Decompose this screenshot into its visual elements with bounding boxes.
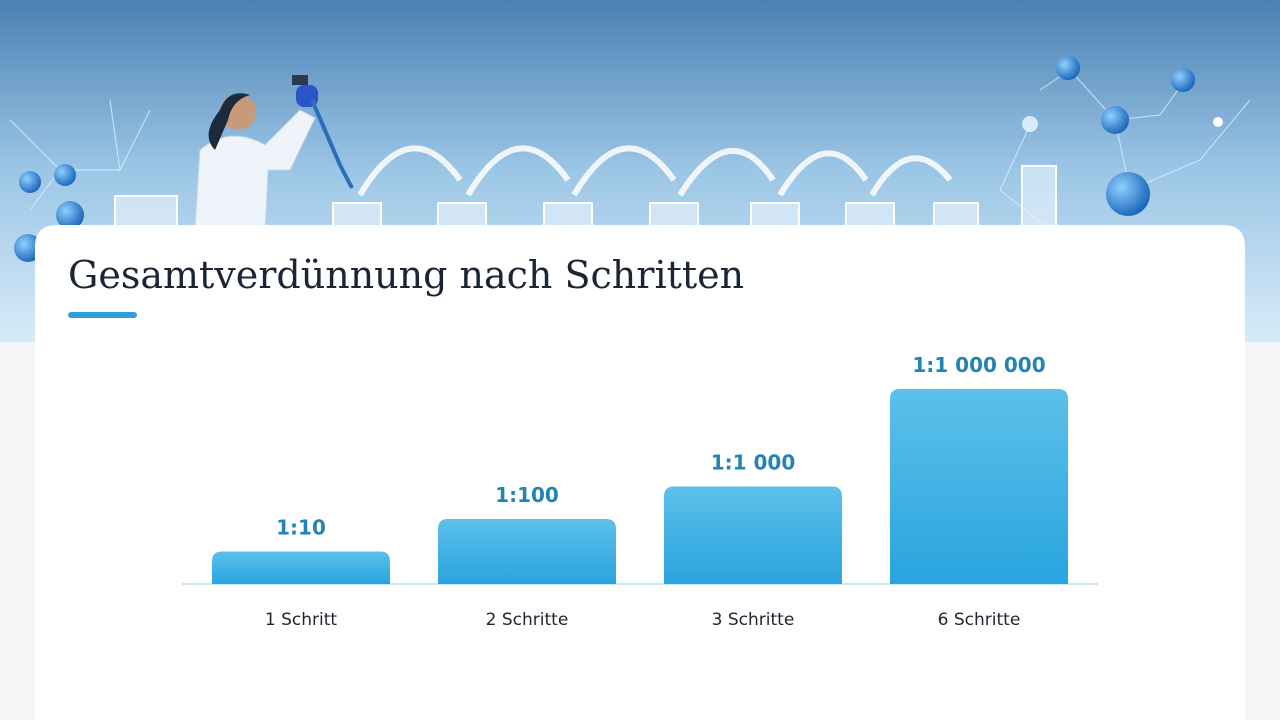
category-label: 3 Schritte — [712, 610, 795, 630]
content-card — [35, 225, 1245, 720]
transfer-arrows — [357, 145, 953, 197]
chart-title: Gesamtverdünnung nach Schritten — [68, 253, 744, 297]
category-label: 1 Schritt — [265, 610, 338, 630]
value-label: 1:1 000 000 — [912, 353, 1045, 377]
bar — [212, 551, 390, 584]
category-label: 2 Schritte — [486, 610, 569, 630]
molecules — [14, 56, 1223, 262]
plot: 1 Schritt 1:10 2 Schritte 1:100 3 Schritte 1:… — [212, 353, 1068, 630]
value-label: 1:10 — [276, 516, 326, 540]
scientist-illustration — [194, 75, 354, 231]
bar — [890, 389, 1068, 584]
category-label: 6 Schritte — [938, 610, 1021, 630]
bar — [438, 519, 616, 584]
value-label: 1:100 — [495, 483, 559, 507]
value-label: 1:1 000 — [711, 451, 796, 475]
bar — [664, 486, 842, 584]
title-underline — [68, 312, 137, 318]
